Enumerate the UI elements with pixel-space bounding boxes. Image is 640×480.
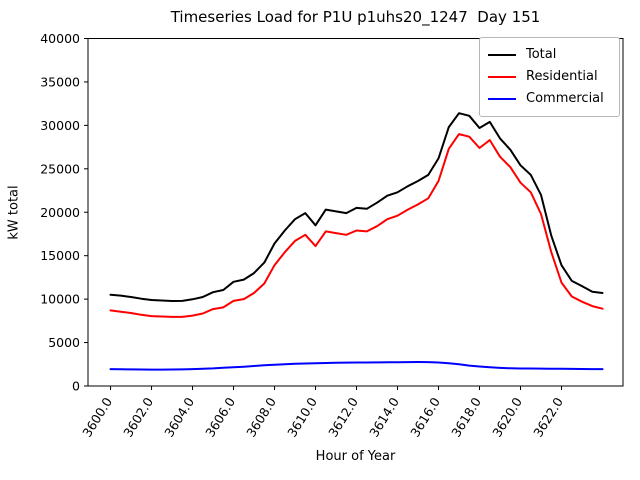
- y-tick-label: 15000: [40, 248, 80, 263]
- y-tick-label: 5000: [48, 335, 80, 350]
- legend-item-total: Total: [488, 44, 611, 66]
- legend-item-residential: Residential: [488, 66, 611, 88]
- total-line-swatch: [488, 54, 516, 56]
- legend-item-commercial: Commercial: [488, 88, 611, 110]
- legend-label-residential: Residential: [526, 69, 598, 84]
- x-tick-label: 3600.0: [79, 395, 115, 440]
- y-tick-label: 25000: [40, 161, 80, 176]
- x-tick-label: 3612.0: [325, 395, 361, 440]
- residential-line: [109, 133, 604, 318]
- legend-label-total: Total: [526, 47, 557, 62]
- x-axis-label: Hour of Year: [315, 449, 396, 464]
- y-tick-label: 40000: [40, 31, 80, 46]
- x-tick-label: 3602.0: [120, 395, 156, 440]
- x-tick-label: 3622.0: [530, 395, 566, 440]
- x-tick-label: 3606.0: [202, 395, 238, 440]
- residential-line-swatch: [488, 76, 516, 78]
- x-tick-label: 3614.0: [366, 395, 402, 440]
- total-line: [109, 112, 604, 302]
- x-tick-label: 3618.0: [448, 395, 484, 440]
- legend-label-commercial: Commercial: [526, 91, 604, 106]
- legend: Total Residential Commercial: [479, 37, 620, 117]
- commercial-line: [109, 361, 604, 371]
- x-tick-label: 3620.0: [489, 395, 525, 440]
- commercial-line-swatch: [488, 98, 516, 100]
- x-tick-label: 3608.0: [243, 395, 279, 440]
- y-tick-label: 30000: [40, 118, 80, 133]
- y-tick-label: 35000: [40, 74, 80, 89]
- x-tick-label: 3616.0: [407, 395, 443, 440]
- y-tick-label: 20000: [40, 205, 80, 220]
- chart-title: Timeseries Load for P1U p1uhs20_1247 Day…: [170, 8, 541, 26]
- x-tick-label: 3604.0: [161, 395, 197, 440]
- x-tick-label: 3610.0: [284, 395, 320, 440]
- y-tick-label: 0: [72, 379, 80, 394]
- y-tick-label: 10000: [40, 292, 80, 307]
